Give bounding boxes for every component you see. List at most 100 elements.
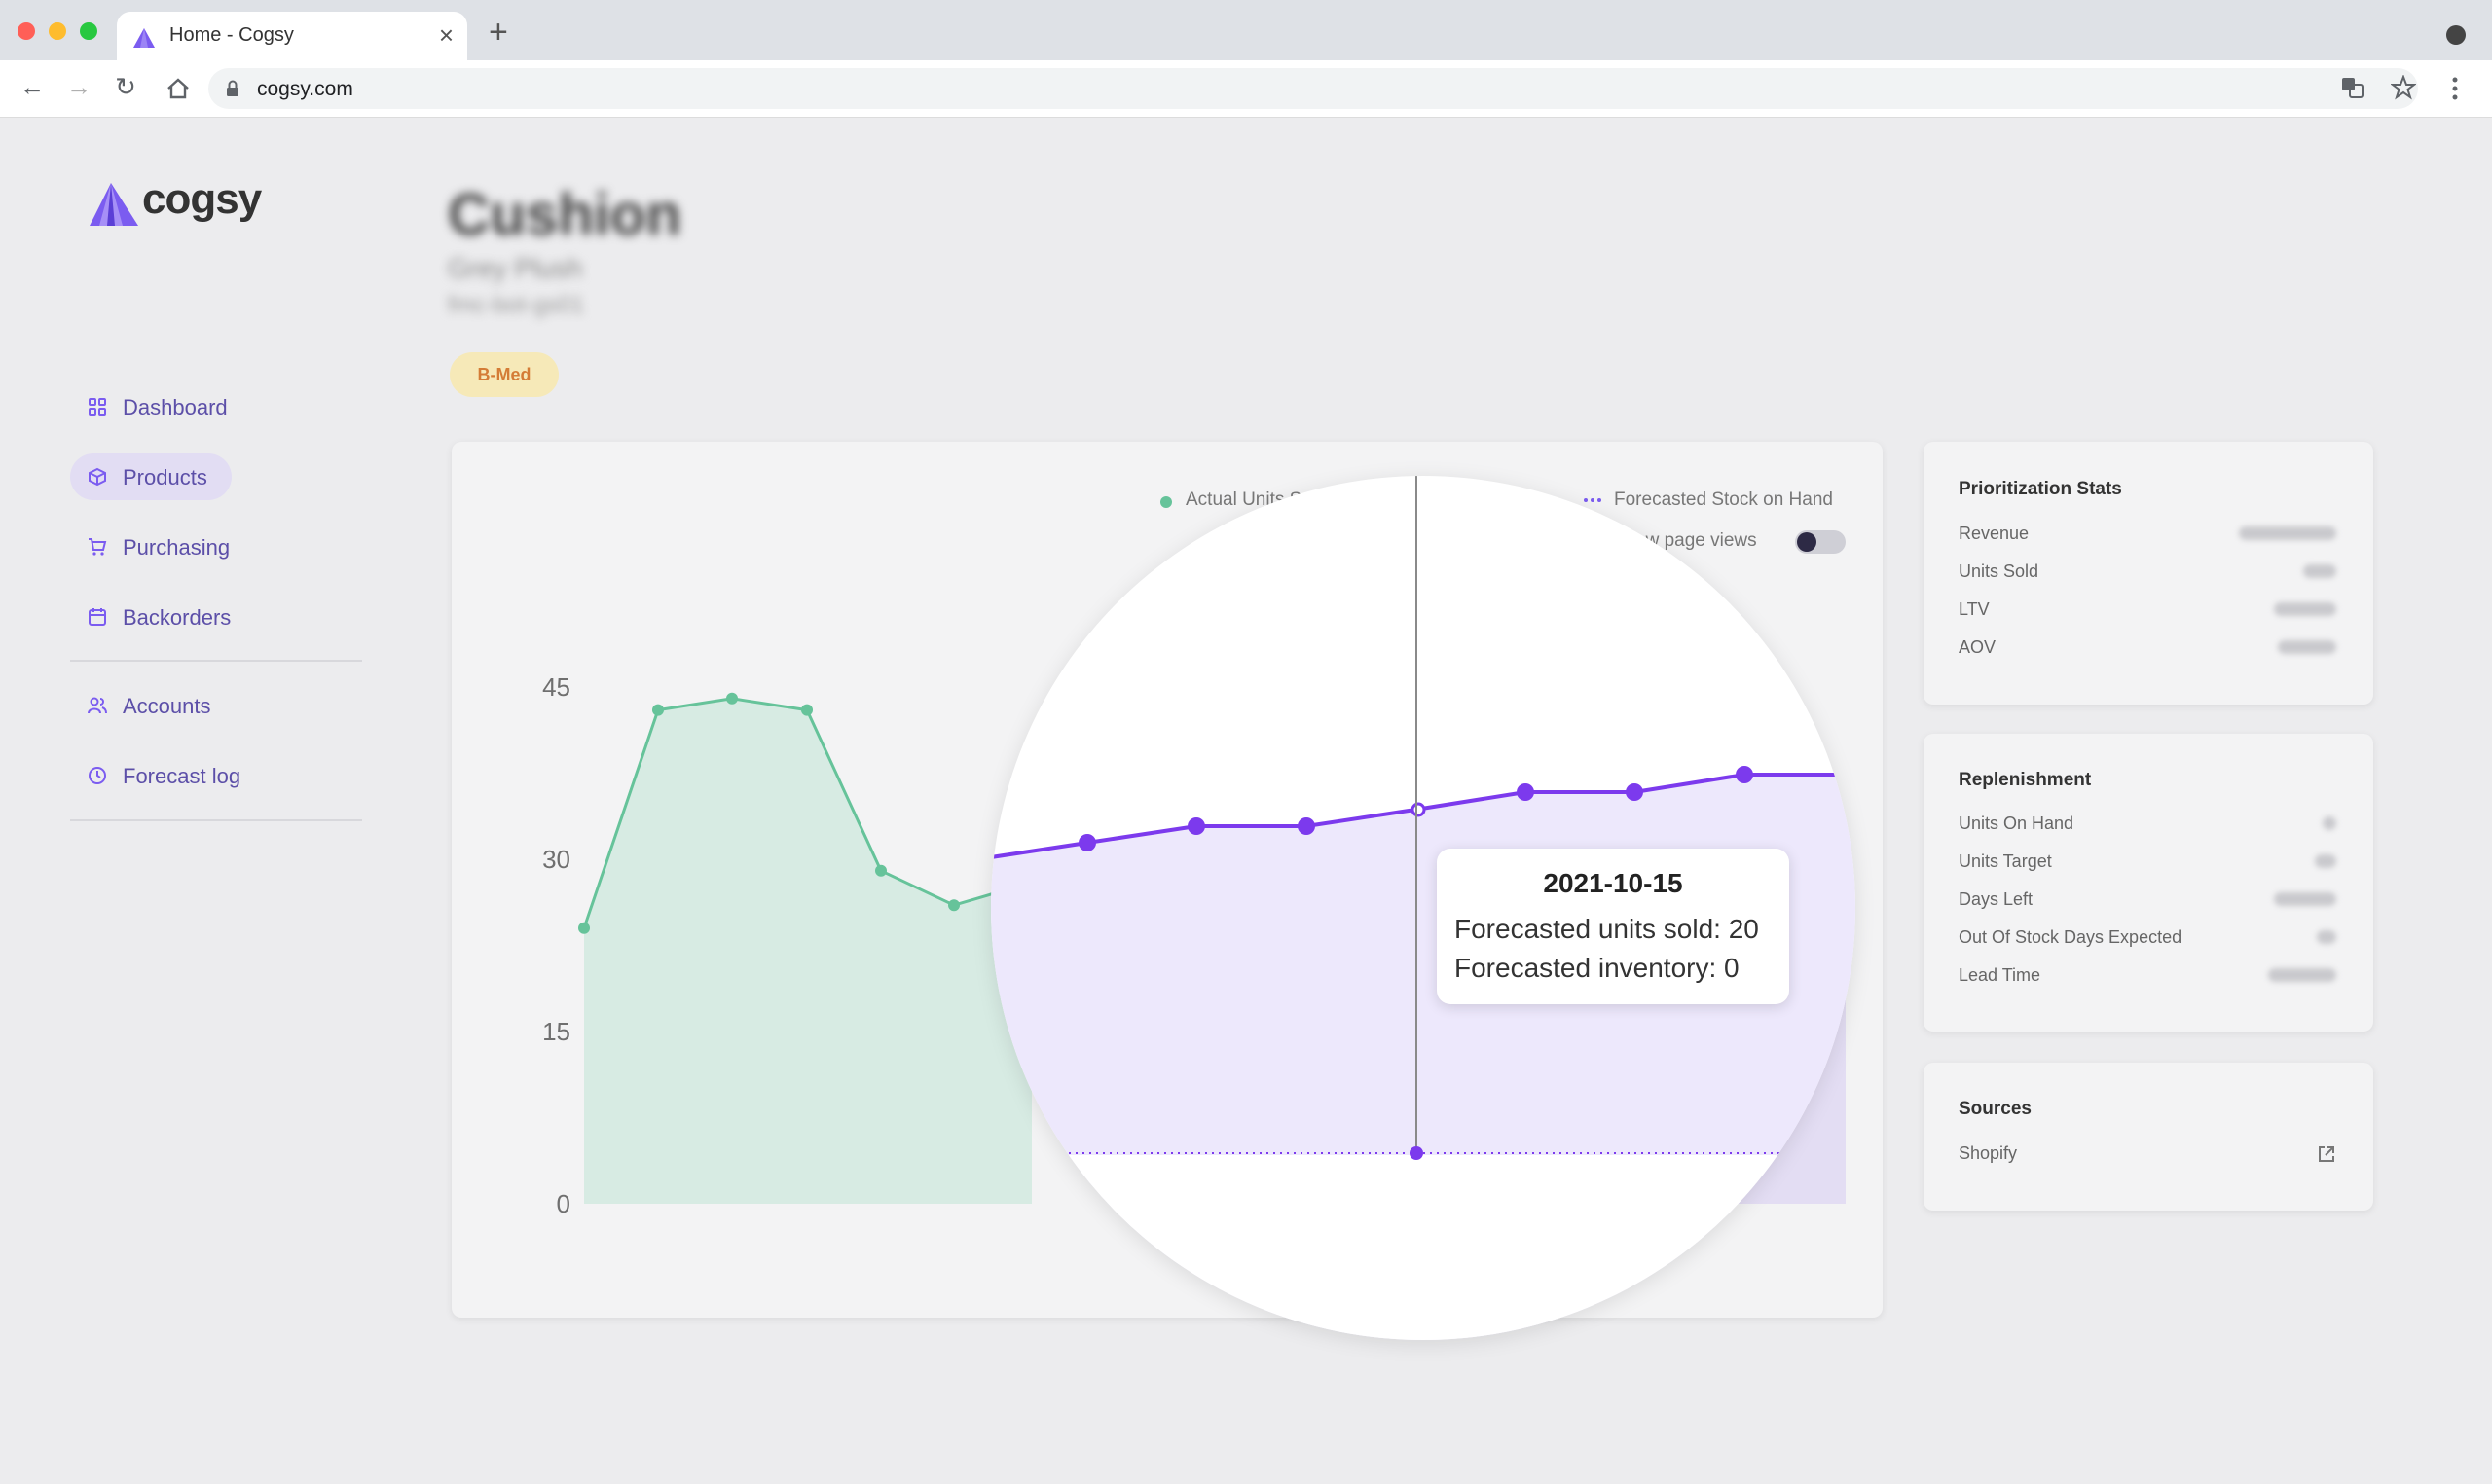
forecast-point-hovered (1411, 802, 1426, 817)
y-tick-label: 30 (542, 845, 570, 874)
source-shopify[interactable]: Shopify (1959, 1143, 2018, 1163)
y-tick-label: 45 (542, 672, 570, 702)
sidebar-divider (70, 660, 362, 662)
sidebar-item-accounts[interactable]: Accounts (70, 682, 232, 729)
external-link-icon[interactable] (2317, 1144, 2336, 1164)
actual-units-point (948, 899, 960, 912)
box-icon (89, 467, 106, 487)
stat-value-revenue (2239, 526, 2336, 540)
page-views-toggle[interactable] (1795, 530, 1846, 554)
forecast-point (1517, 783, 1534, 801)
close-window-button[interactable] (18, 22, 35, 40)
grid-icon (89, 398, 106, 416)
y-tick-label: 0 (557, 1189, 570, 1218)
cart-icon (89, 538, 107, 556)
translate-icon[interactable] (2340, 76, 2365, 99)
sidebar-item-label: Backorders (123, 605, 232, 630)
stat-label-revenue: Revenue (1959, 524, 2030, 543)
forecast-stock-point-hovered (1410, 1146, 1423, 1160)
browser-tab-strip: Home - Cogsy × + (0, 0, 2492, 62)
stat-value-aov (2278, 640, 2336, 654)
browser-toolbar: ← → ↻ cogsy.com (0, 60, 2492, 118)
clock-icon (89, 767, 106, 784)
tab-close-icon[interactable]: × (438, 20, 454, 50)
legend-dot-actual (1160, 496, 1172, 508)
actual-units-point (726, 692, 738, 705)
stat-value-units-target (2315, 854, 2336, 868)
replenishment-title: Replenishment (1959, 770, 2092, 790)
forecast-point (1188, 817, 1205, 835)
forecast-lens-chart (991, 476, 1855, 1340)
bookmark-star-icon[interactable] (2391, 75, 2416, 100)
sidebar-item-backorders[interactable]: Backorders (70, 594, 232, 640)
stat-label-lead-time: Lead Time (1959, 965, 2041, 985)
y-tick-label: 15 (542, 1017, 570, 1046)
reload-icon[interactable]: ↻ (115, 72, 136, 101)
actual-units-point (801, 704, 813, 716)
sources-title: Sources (1959, 1099, 2032, 1119)
stat-label-days-left: Days Left (1959, 889, 2034, 909)
cogsy-logo[interactable]: cogsy (88, 175, 262, 233)
url-text: cogsy.com (257, 78, 353, 100)
sidebar-item-label: Accounts (123, 694, 211, 718)
stat-value-lead-time (2268, 968, 2336, 982)
forward-icon[interactable]: → (66, 72, 92, 101)
replenishment-card (1924, 734, 2373, 1032)
sidebar-item-forecast-log[interactable]: Forecast log (70, 752, 240, 799)
minimize-window-button[interactable] (49, 22, 66, 40)
home-icon[interactable] (162, 77, 195, 100)
stat-label-units-on-hand: Units On Hand (1959, 814, 2074, 833)
stat-value-units-on-hand (2323, 816, 2336, 830)
stat-label-aov: AOV (1959, 637, 1997, 657)
stat-label-ltv: LTV (1959, 599, 1990, 619)
tooltip-date: 2021-10-15 (1543, 868, 1683, 898)
forecast-point (1626, 783, 1643, 801)
tab-title: Home - Cogsy (169, 24, 294, 46)
actual-units-point (578, 922, 590, 934)
stat-value-out-of-stock-days (2317, 930, 2336, 944)
legend-dash-forecast-stock (1584, 498, 1601, 502)
tooltip-forecasted-units-sold: Forecasted units sold: 20 (1454, 914, 1759, 944)
profile-icon[interactable] (2446, 25, 2466, 45)
page-views-toggle-label: ow page views (1635, 530, 1757, 551)
actual-units-area (584, 698, 1032, 1204)
forecast-point (1298, 817, 1315, 835)
browser-tab[interactable]: Home - Cogsy × (117, 12, 467, 62)
cogsy-favicon-icon (133, 28, 155, 48)
stat-label-out-of-stock-days: Out Of Stock Days Expected (1959, 927, 2182, 947)
sources-card (1924, 1063, 2373, 1211)
actual-units-point (652, 704, 664, 716)
sidebar-item-label: Purchasing (123, 535, 231, 560)
sidebar-item-label: Products (123, 465, 207, 489)
new-tab-button[interactable]: + (489, 14, 508, 51)
menu-kebab-icon[interactable] (2451, 76, 2459, 101)
product-sku: fmc-bot-gs01 (448, 292, 585, 318)
stat-value-ltv (2274, 602, 2336, 616)
chart-magnifier-lens: 2021-10-15 Forecasted units sold: 20 For… (991, 476, 1855, 1340)
lock-icon (227, 80, 238, 96)
maximize-window-button[interactable] (80, 22, 97, 40)
product-subtitle: Grey Plush (448, 253, 583, 283)
badge-text: B-Med (477, 365, 531, 384)
product-title: Cushion (448, 182, 681, 247)
forecast-point (1079, 834, 1096, 851)
toggle-knob (1797, 532, 1816, 552)
chart-tooltip: 2021-10-15 Forecasted units sold: 20 For… (1437, 849, 1789, 1004)
stat-value-units-sold (2303, 564, 2336, 578)
prioritization-stats-title: Prioritization Stats (1959, 479, 2122, 499)
stat-label-units-target: Units Target (1959, 851, 2052, 871)
sidebar-item-label: Forecast log (123, 764, 241, 788)
back-icon[interactable]: ← (19, 72, 45, 101)
sidebar-item-products[interactable]: Products (70, 453, 232, 500)
address-bar[interactable]: cogsy.com (208, 68, 2418, 109)
sidebar-item-dashboard[interactable]: Dashboard (70, 383, 232, 430)
calendar-icon (89, 608, 106, 626)
sidebar-divider (70, 819, 362, 821)
stat-label-units-sold: Units Sold (1959, 561, 2039, 581)
prioritization-stats-card (1924, 442, 2373, 705)
tooltip-forecasted-inventory: Forecasted inventory: 0 (1454, 953, 1740, 983)
forecast-point (1736, 766, 1753, 783)
class-badge: B-Med (450, 352, 559, 397)
actual-units-point (875, 864, 887, 877)
sidebar-item-purchasing[interactable]: Purchasing (70, 524, 232, 570)
